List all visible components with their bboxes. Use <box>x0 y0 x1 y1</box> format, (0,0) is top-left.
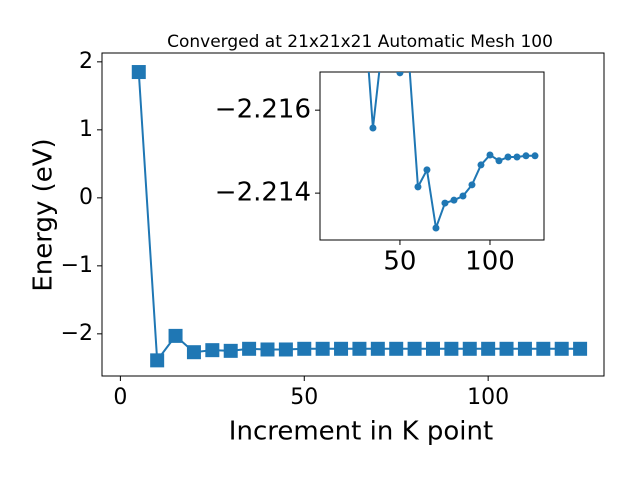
marker <box>205 343 220 358</box>
marker <box>504 153 512 161</box>
y-axis-label: Energy (eV) <box>29 138 59 291</box>
y-tick-label: 2 <box>79 49 93 74</box>
marker <box>131 65 146 80</box>
marker <box>168 328 183 343</box>
marker <box>468 181 476 189</box>
y-tick-label: −2.214 <box>215 178 311 208</box>
marker <box>517 341 532 356</box>
marker <box>444 341 459 356</box>
marker <box>223 343 238 358</box>
marker <box>486 151 494 159</box>
marker <box>573 341 588 356</box>
marker <box>186 345 201 360</box>
marker <box>477 161 485 169</box>
marker <box>450 196 458 204</box>
marker <box>423 166 431 174</box>
marker <box>425 341 440 356</box>
marker <box>352 341 367 356</box>
marker <box>260 342 275 357</box>
x-tick-label: 0 <box>113 385 127 410</box>
x-axis-label: Increment in K point <box>229 417 493 447</box>
marker <box>554 341 569 356</box>
y-tick-label: −2 <box>61 321 93 346</box>
marker <box>441 199 449 207</box>
x-tick-label: 100 <box>465 247 515 277</box>
chart-title: Converged at 21x21x21 Automatic Mesh 100 <box>167 32 553 52</box>
marker <box>315 341 330 356</box>
y-tick-label: 0 <box>79 185 93 210</box>
x-tick-label: 100 <box>467 385 509 410</box>
series-group <box>131 65 588 368</box>
marker <box>407 341 422 356</box>
y-tick-label: 1 <box>79 117 93 142</box>
marker <box>414 183 422 191</box>
marker <box>389 341 404 356</box>
marker <box>459 192 467 200</box>
marker <box>432 224 440 232</box>
marker <box>396 72 404 77</box>
marker <box>370 341 385 356</box>
marker <box>499 341 514 356</box>
x-tick-label: 50 <box>290 385 318 410</box>
marker <box>369 124 377 132</box>
y-tick-label: −2.216 <box>215 95 311 125</box>
x-tick-label: 50 <box>383 247 416 277</box>
marker <box>536 341 551 356</box>
marker <box>360 3 367 10</box>
marker <box>513 153 521 161</box>
series-group <box>360 3 539 232</box>
y-tick-label: −1 <box>61 253 93 278</box>
marker <box>481 341 496 356</box>
marker <box>242 341 257 356</box>
marker <box>297 341 312 356</box>
marker <box>522 152 530 160</box>
marker <box>150 353 165 368</box>
marker <box>462 341 477 356</box>
marker <box>278 342 293 357</box>
marker <box>495 157 503 165</box>
marker <box>334 341 349 356</box>
marker <box>531 152 539 160</box>
